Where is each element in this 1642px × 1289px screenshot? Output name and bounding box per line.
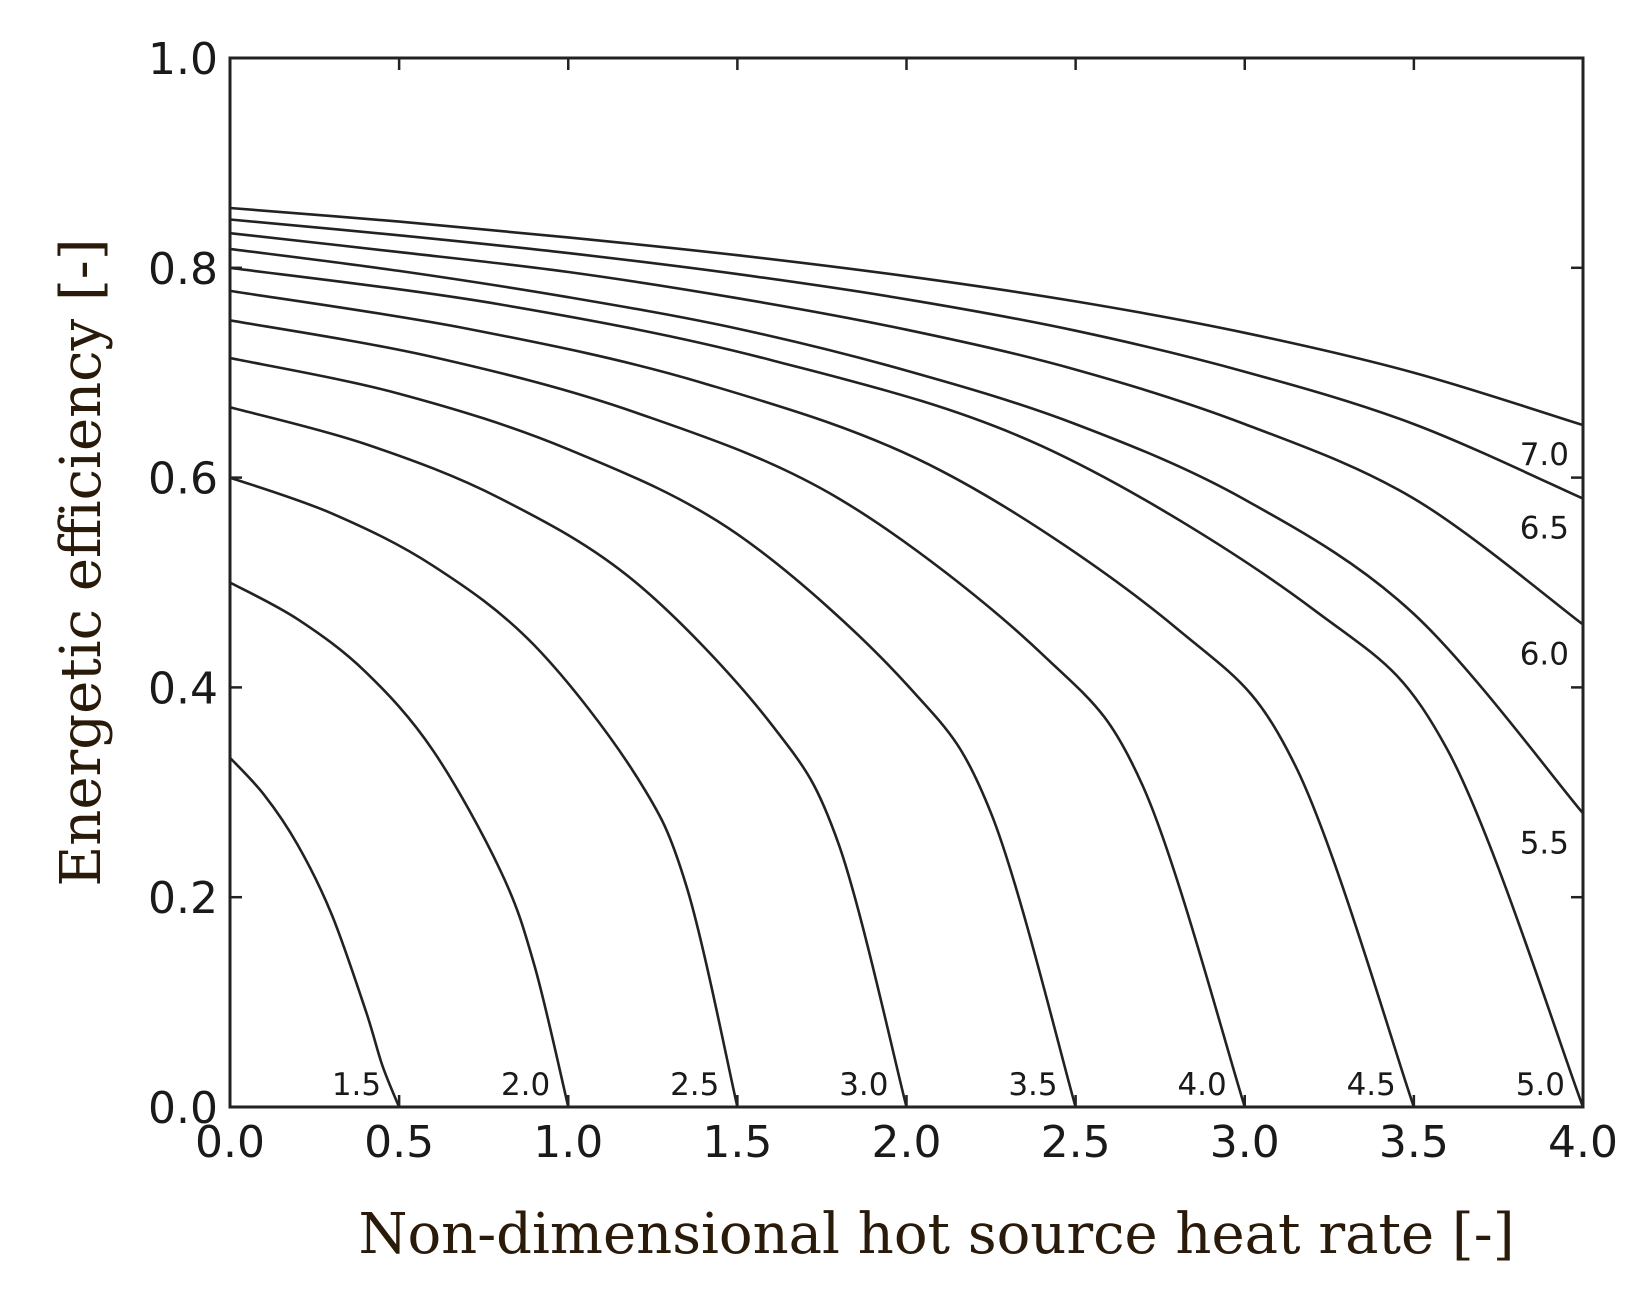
series-curve-4.5 bbox=[229, 289, 1416, 1108]
series-label-7.0: 7.0 bbox=[1520, 437, 1569, 473]
series-curve-5.5 bbox=[229, 247, 1584, 815]
series-curve-5.0 bbox=[229, 266, 1585, 1108]
x-tick-label: 0.5 bbox=[364, 1117, 434, 1168]
y-axis-title: Energetic efficiency [-] bbox=[49, 238, 114, 886]
y-tick-label: 0.0 bbox=[148, 1083, 218, 1134]
series-curve-7.0 bbox=[229, 206, 1584, 427]
series-curve-3.5 bbox=[229, 356, 1077, 1108]
x-axis-title: Non-dimensional hot source heat rate [-] bbox=[358, 1202, 1514, 1267]
series-label-6.5: 6.5 bbox=[1520, 511, 1569, 547]
x-tick-label: 2.5 bbox=[1041, 1117, 1111, 1168]
curves-layer bbox=[229, 206, 1585, 1108]
x-tick-label: 4.0 bbox=[1548, 1117, 1618, 1168]
x-tick-label: 3.5 bbox=[1379, 1117, 1449, 1168]
x-tick-label: 1.0 bbox=[533, 1117, 603, 1168]
y-tick-label: 0.2 bbox=[148, 873, 218, 924]
curve-labels-layer: 1.5 2.0 2.5 3.0 3.5 4.0 4.5 5.0 5.5 6.0 6.5 7.0 bbox=[332, 437, 1569, 1103]
series-label-2.5: 2.5 bbox=[670, 1067, 719, 1103]
x-tick-label: 3.0 bbox=[1210, 1117, 1280, 1168]
x-tick-label: 1.5 bbox=[702, 1117, 772, 1168]
series-label-1.5: 1.5 bbox=[332, 1067, 381, 1103]
series-label-5.0: 5.0 bbox=[1516, 1067, 1565, 1103]
x-tick-label: 2.0 bbox=[872, 1117, 942, 1168]
series-label-4.5: 4.5 bbox=[1347, 1067, 1396, 1103]
plot-frame bbox=[228, 56, 1585, 1109]
ticks-layer: 0.0 0.5 1.0 1.5 2.0 2.5 3.0 3.5 4.0 0.0 0.2 0.4 0.6 0… bbox=[148, 34, 1618, 1168]
series-curve-2.0 bbox=[229, 581, 570, 1108]
series-label-3.5: 3.5 bbox=[1008, 1067, 1057, 1103]
y-tick-label: 0.8 bbox=[148, 244, 218, 295]
series-label-3.0: 3.0 bbox=[839, 1067, 888, 1103]
x-tick-label: 0.0 bbox=[195, 1117, 265, 1168]
series-curve-6.5 bbox=[229, 218, 1584, 500]
series-curve-1.5 bbox=[229, 756, 401, 1108]
series-curve-4.0 bbox=[229, 319, 1247, 1108]
y-tick-label: 0.6 bbox=[148, 454, 218, 505]
y-tick-label: 0.4 bbox=[148, 663, 218, 714]
series-curve-2.5 bbox=[229, 476, 739, 1108]
series-label-2.0: 2.0 bbox=[501, 1067, 550, 1103]
series-curve-6.0 bbox=[229, 231, 1584, 626]
series-curve-3.0 bbox=[229, 406, 908, 1108]
series-label-5.5: 5.5 bbox=[1520, 825, 1569, 861]
series-label-6.0: 6.0 bbox=[1520, 636, 1569, 672]
y-tick-label: 1.0 bbox=[148, 34, 218, 85]
series-label-4.0: 4.0 bbox=[1177, 1067, 1226, 1103]
